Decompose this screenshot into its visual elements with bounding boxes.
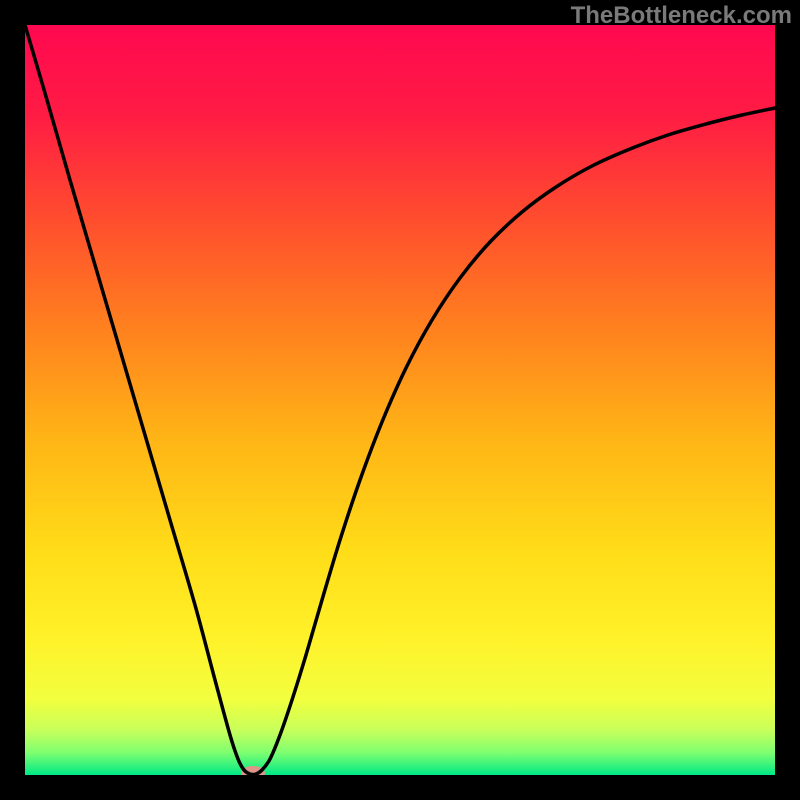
bottleneck-chart bbox=[0, 0, 800, 800]
border-top bbox=[0, 0, 800, 25]
border-bottom bbox=[0, 775, 800, 800]
chart-container: TheBottleneck.com bbox=[0, 0, 800, 800]
border-right bbox=[775, 0, 800, 800]
border-left bbox=[0, 0, 25, 800]
